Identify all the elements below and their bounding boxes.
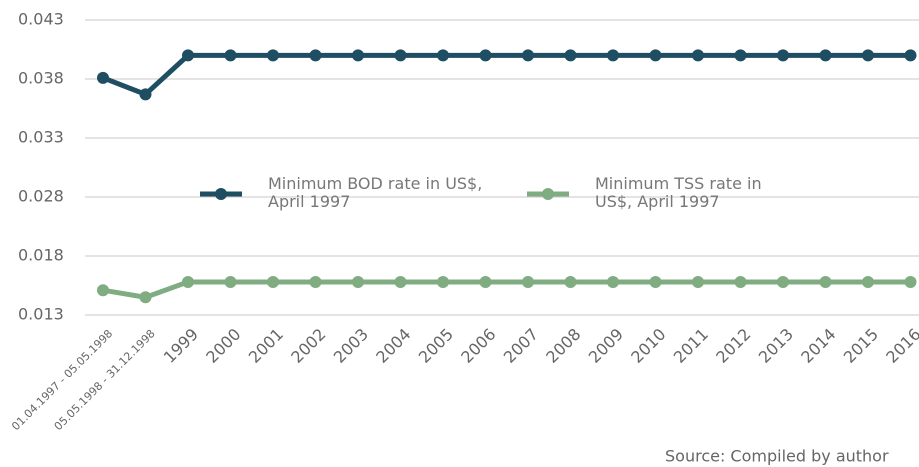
x-tick-label: 2011	[670, 325, 712, 367]
x-tick-label: 2016	[882, 325, 919, 367]
data-point	[777, 275, 789, 288]
data-point	[734, 49, 747, 62]
data-point	[394, 49, 407, 62]
data-point	[97, 284, 109, 297]
data-point	[607, 275, 619, 288]
data-point	[182, 49, 194, 62]
data-point	[862, 49, 874, 62]
x-tick-label: 2010	[627, 325, 669, 367]
data-point	[479, 49, 492, 62]
y-tick-label: 0.018	[18, 246, 64, 265]
data-point	[649, 275, 662, 288]
x-tick-label: 2004	[372, 325, 414, 367]
data-point	[777, 49, 789, 62]
y-tick-label: 0.033	[18, 128, 64, 147]
data-point	[182, 275, 194, 288]
data-point	[904, 49, 917, 62]
x-tick-label: 2015	[840, 325, 882, 367]
data-point	[139, 291, 152, 304]
data-point	[819, 49, 832, 62]
data-point	[224, 275, 237, 288]
data-point	[394, 275, 407, 288]
data-point	[649, 49, 662, 62]
y-tick-label: 0.043	[18, 10, 64, 29]
data-point	[267, 275, 279, 288]
legend-label: Minimum TSS rate in US$, April 1997	[595, 174, 762, 211]
data-line	[102, 279, 911, 300]
y-tick-label: 0.013	[18, 305, 64, 324]
data-point	[97, 71, 109, 84]
data-point	[692, 275, 704, 288]
x-tick-label: 2008	[542, 325, 584, 367]
x-tick-label: 2007	[500, 325, 542, 367]
x-tick-label: 2012	[712, 325, 754, 367]
y-tick-label: 0.038	[18, 69, 64, 88]
data-point	[267, 49, 279, 62]
data-point	[352, 49, 364, 62]
x-tick-label: 2006	[457, 325, 499, 367]
data-point	[734, 275, 747, 288]
data-point	[564, 275, 577, 288]
x-tick-label: 1999	[160, 325, 202, 367]
data-line	[102, 52, 911, 97]
x-tick-label: 2003	[330, 325, 372, 367]
data-point	[692, 49, 704, 62]
data-point	[522, 49, 534, 62]
x-tick-label: 2005	[415, 325, 457, 367]
source-note: Source: Compiled by author	[665, 447, 889, 466]
x-tick-label: 2013	[755, 325, 797, 367]
data-point	[309, 49, 322, 62]
data-point	[309, 275, 322, 288]
x-tick-label: 2001	[245, 325, 287, 367]
legend-swatch-marker	[542, 188, 554, 200]
x-tick-label: 2000	[202, 325, 244, 367]
data-point	[862, 275, 874, 288]
data-point	[522, 275, 534, 288]
data-point	[352, 275, 364, 288]
data-point	[437, 275, 449, 288]
data-point	[564, 49, 577, 62]
legend-label: Minimum BOD rate in US$, April 1997	[268, 174, 483, 211]
y-tick-label: 0.028	[18, 187, 64, 206]
x-tick-label: 2002	[287, 325, 329, 367]
x-tick-label: 2009	[585, 325, 627, 367]
data-point	[607, 49, 619, 62]
data-point	[904, 275, 917, 288]
data-point	[819, 275, 832, 288]
data-point	[479, 275, 492, 288]
x-tick-label: 2014	[797, 325, 839, 367]
data-point	[224, 49, 237, 62]
data-point	[437, 49, 449, 62]
legend-swatch-marker	[215, 188, 227, 200]
data-point	[139, 88, 152, 101]
